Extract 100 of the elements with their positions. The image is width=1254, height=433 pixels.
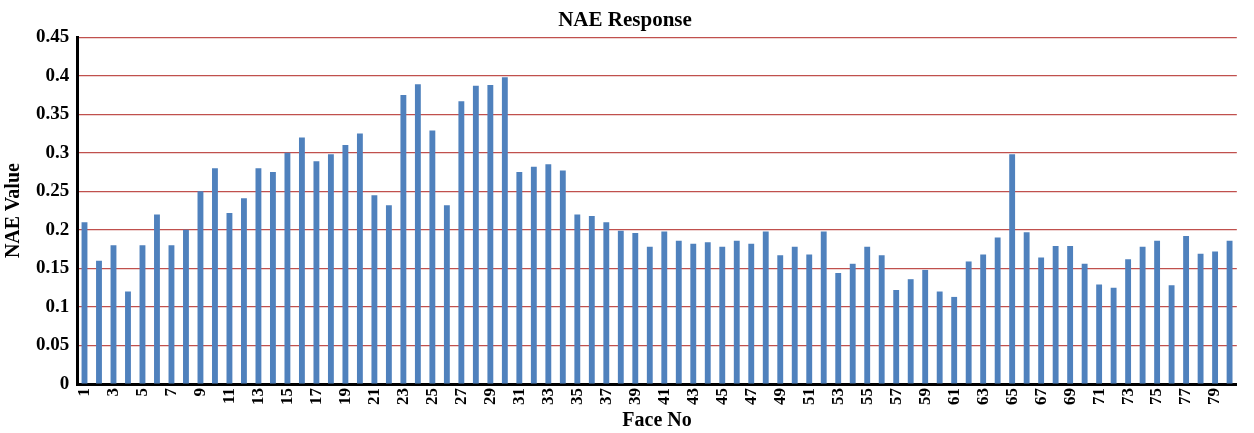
x-tick-label: 65 (1001, 388, 1021, 405)
bar (356, 133, 363, 384)
x-tick-label: 27 (450, 387, 470, 405)
x-tick-label: 45 (711, 388, 731, 405)
x-tick-label: 33 (537, 388, 557, 405)
bar (965, 261, 972, 384)
x-tick-label: 25 (421, 388, 441, 405)
bar (1226, 240, 1233, 384)
bar (632, 232, 639, 384)
bar (1139, 246, 1146, 384)
x-tick-label: 43 (682, 388, 702, 405)
bar (1081, 263, 1088, 384)
bar (704, 242, 711, 384)
bar (327, 154, 334, 384)
y-tick-label: 0 (59, 371, 70, 393)
bar (675, 240, 682, 384)
x-tick-label: 63 (972, 388, 992, 405)
bar (212, 168, 218, 384)
bar (690, 243, 697, 384)
x-tick-label: 31 (508, 388, 528, 405)
x-tick-label: 11 (218, 388, 238, 405)
bar (762, 231, 769, 384)
x-tick-label: 79 (1204, 388, 1224, 405)
x-tick-label: 75 (1146, 388, 1166, 405)
x-tick-label: 37 (595, 387, 615, 405)
x-tick-label: 51 (798, 388, 818, 405)
bar (530, 166, 537, 384)
x-tick-label: 55 (856, 388, 876, 405)
bar (878, 255, 885, 384)
bar (183, 229, 189, 384)
bar (791, 246, 798, 384)
chart-title: NAE Response (558, 7, 692, 32)
bar (994, 237, 1001, 384)
y-tick-label: 0.4 (45, 63, 70, 85)
bar (443, 205, 450, 384)
bar (371, 195, 378, 384)
bar (588, 216, 595, 384)
x-tick-label: 35 (566, 388, 586, 405)
y-tick-label: 0.2 (45, 217, 70, 239)
bar (414, 84, 421, 384)
bar (951, 296, 958, 384)
x-tick-label: 17 (305, 387, 325, 405)
bar (864, 246, 871, 384)
x-tick-label: 57 (885, 387, 905, 405)
bar (342, 145, 349, 384)
bar (617, 230, 624, 384)
x-tick-label: 61 (943, 388, 963, 405)
bar (1067, 246, 1074, 384)
bar (806, 254, 813, 384)
y-tick-label: 0.3 (45, 140, 70, 162)
x-tick-label: 15 (276, 388, 296, 405)
bar (1212, 251, 1219, 384)
x-tick-label: 69 (1059, 388, 1079, 405)
bar (241, 198, 247, 384)
bar (980, 254, 987, 384)
x-tick-label: 9 (189, 388, 209, 397)
bar (400, 95, 407, 384)
bar (1197, 253, 1204, 384)
y-axis-title: NAE Value (1, 162, 24, 259)
y-tick-label: 0.25 (36, 179, 70, 201)
bar (313, 161, 320, 384)
bar (1154, 240, 1161, 384)
bar (516, 172, 523, 384)
bar (125, 291, 131, 384)
bar (719, 246, 726, 384)
bar (1125, 259, 1132, 384)
bar (907, 279, 914, 384)
x-tick-label: 47 (740, 387, 760, 405)
y-tick-label: 0.35 (36, 102, 70, 124)
bar (429, 130, 436, 384)
bar (1110, 287, 1117, 384)
bar (646, 246, 653, 384)
bar (1052, 246, 1059, 384)
x-tick-label: 29 (479, 388, 499, 405)
x-tick-label: 53 (827, 388, 847, 405)
x-tick-label: 7 (160, 387, 180, 397)
bar (748, 243, 755, 384)
x-tick-label: 13 (247, 388, 267, 405)
bar (733, 240, 740, 384)
x-tick-label: 41 (653, 388, 673, 405)
bar (661, 231, 668, 384)
x-tick-label: 23 (392, 388, 412, 405)
bar (269, 172, 276, 384)
bar (154, 214, 160, 384)
bar (1096, 284, 1103, 384)
bar (458, 101, 465, 384)
x-tick-label: 49 (769, 388, 789, 405)
x-tick-label: 71 (1088, 388, 1108, 405)
y-tick-label: 0.45 (36, 25, 70, 47)
bar (298, 137, 305, 384)
x-tick-label: 1 (73, 388, 93, 397)
bar (255, 168, 262, 384)
bar (385, 205, 392, 384)
x-tick-label: 39 (624, 388, 644, 405)
bar (777, 255, 784, 384)
bar (559, 170, 566, 384)
x-axis-title: Face No (622, 408, 692, 431)
bar (284, 152, 291, 384)
bar (936, 291, 943, 384)
x-tick-label: 21 (363, 388, 383, 405)
